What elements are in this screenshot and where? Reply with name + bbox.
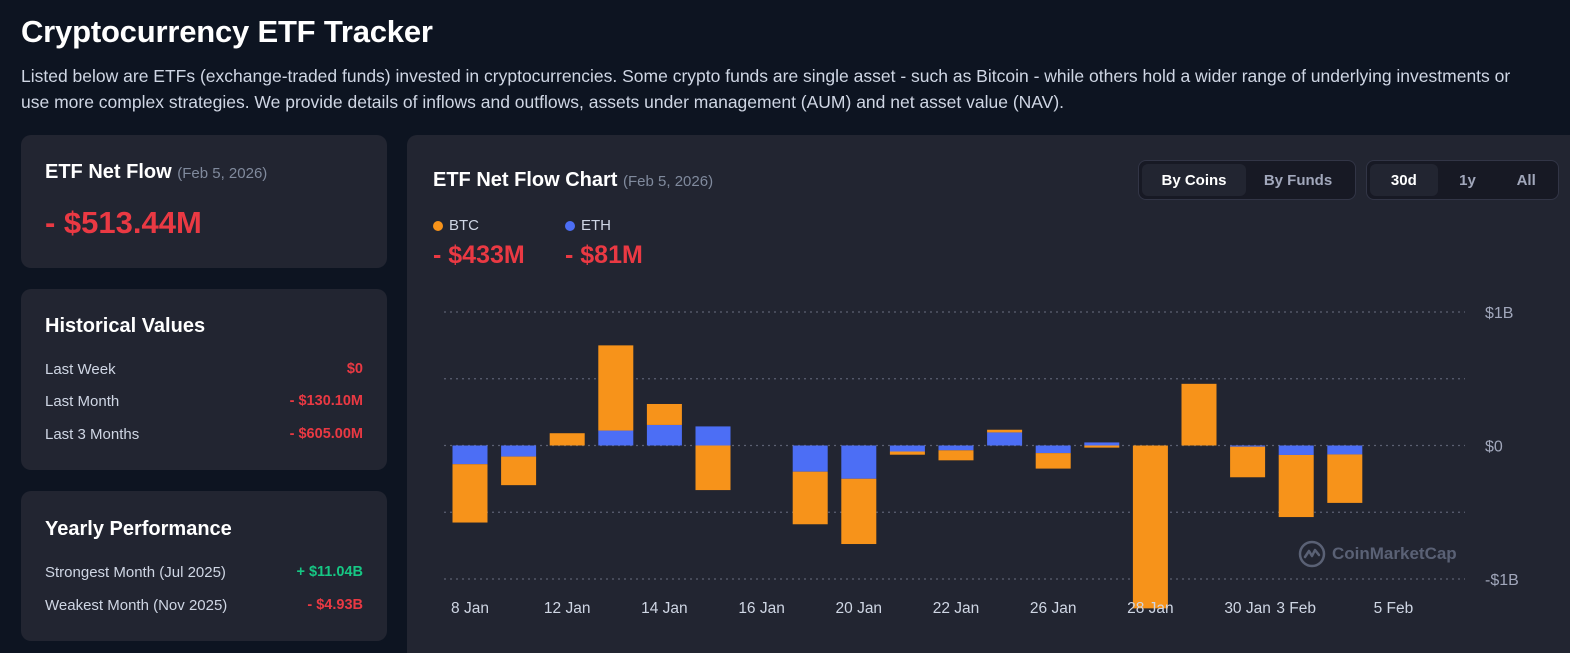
row-value: $0 bbox=[346, 361, 363, 377]
range-all-button[interactable]: All bbox=[1516, 171, 1536, 189]
range-toggle: 30d 1y All bbox=[1366, 160, 1559, 200]
x-tick-label: 14 Jan bbox=[641, 600, 688, 617]
eth-dot-icon bbox=[565, 220, 575, 231]
view-toggle: By Coins By Funds bbox=[1138, 160, 1356, 200]
x-tick-label: 8 Jan bbox=[451, 600, 489, 617]
eth-bar bbox=[1230, 445, 1266, 447]
eth-bar bbox=[987, 432, 1023, 446]
btc-bar bbox=[889, 451, 925, 455]
eth-bar bbox=[1035, 445, 1071, 454]
x-tick-label: 12 Jan bbox=[544, 600, 591, 617]
x-tick-label: 5 Feb bbox=[1374, 600, 1414, 617]
btc-bar bbox=[549, 433, 585, 446]
x-tick-label: 28 Jan bbox=[1127, 600, 1174, 617]
yearly-row-strongest: Strongest Month (Jul 2025) + $11.04B bbox=[45, 564, 363, 581]
btc-bar bbox=[841, 478, 877, 545]
x-tick-label: 26 Jan bbox=[1030, 600, 1077, 617]
page-description: Listed below are ETFs (exchange-traded f… bbox=[21, 66, 1511, 112]
btc-bar bbox=[1230, 446, 1266, 478]
btc-bar bbox=[695, 445, 731, 491]
btc-bar bbox=[1278, 454, 1314, 518]
btc-bar bbox=[1084, 445, 1120, 448]
yearly-performance-card: Yearly Performance Strongest Month (Jul … bbox=[21, 491, 387, 641]
row-label: Last Month bbox=[45, 393, 120, 410]
btc-bar bbox=[452, 464, 488, 523]
row-value: - $130.10M bbox=[289, 393, 363, 409]
watermark: CoinMarketCap bbox=[1298, 540, 1457, 568]
eth-bar bbox=[598, 430, 634, 446]
historical-title: Historical Values bbox=[45, 315, 206, 337]
btc-bar bbox=[598, 345, 634, 431]
row-label: Strongest Month (Jul 2025) bbox=[45, 564, 226, 581]
btc-bar bbox=[1327, 454, 1363, 503]
historical-values-card: Historical Values Last Week $0 Last Mont… bbox=[21, 289, 387, 470]
x-tick-label: 30 Jan bbox=[1224, 600, 1271, 617]
eth-bar bbox=[1327, 445, 1363, 455]
eth-bar bbox=[792, 445, 828, 472]
historical-row-last-week: Last Week $0 bbox=[45, 361, 363, 378]
net-flow-value: - $513.44M bbox=[45, 205, 202, 240]
row-value: - $605.00M bbox=[289, 426, 363, 442]
chart-title: ETF Net Flow Chart bbox=[433, 169, 618, 191]
y-tick-label: -$1B bbox=[1485, 572, 1519, 589]
row-value: - $4.93B bbox=[307, 597, 363, 613]
historical-row-last-month: Last Month - $130.10M bbox=[45, 393, 363, 410]
net-flow-chart: $1B $0 -$1B 8 Jan 12 Jan 14 Jan 16 Jan 20 Jan 22… bbox=[444, 305, 1519, 617]
watermark-text: CoinMarketCap bbox=[1332, 544, 1457, 563]
x-tick-label: 20 Jan bbox=[836, 600, 883, 617]
legend-eth[interactable]: ETH bbox=[565, 217, 611, 234]
y-tick-label: $1B bbox=[1485, 305, 1513, 322]
coinmarketcap-logo-icon bbox=[1298, 540, 1326, 568]
btc-bar bbox=[1035, 453, 1071, 469]
legend-eth-label: ETH bbox=[581, 217, 611, 234]
btc-bar bbox=[987, 429, 1023, 433]
by-funds-button[interactable]: By Funds bbox=[1263, 171, 1333, 189]
legend-btc-value: - $433M bbox=[433, 241, 525, 269]
x-tick-label: 3 Feb bbox=[1276, 600, 1316, 617]
btc-bar bbox=[501, 456, 537, 486]
btc-bar bbox=[1181, 383, 1217, 446]
row-label: Weakest Month (Nov 2025) bbox=[45, 597, 228, 614]
btc-bar bbox=[1132, 445, 1168, 609]
net-flow-date: (Feb 5, 2026) bbox=[177, 165, 268, 182]
net-flow-title: ETF Net Flow bbox=[45, 161, 172, 183]
legend-eth-value: - $81M bbox=[565, 241, 643, 269]
btc-bar bbox=[646, 403, 682, 425]
net-flow-card: ETF Net Flow (Feb 5, 2026) - $513.44M bbox=[21, 135, 387, 268]
range-1y-button[interactable]: 1y bbox=[1459, 171, 1476, 189]
eth-bar bbox=[841, 445, 877, 479]
range-30d-button[interactable]: 30d bbox=[1370, 164, 1438, 196]
eth-bar bbox=[889, 445, 925, 452]
row-value: + $11.04B bbox=[296, 564, 363, 580]
eth-bar bbox=[695, 426, 731, 446]
historical-row-last-3-months: Last 3 Months - $605.00M bbox=[45, 426, 363, 443]
net-flow-chart-card: ETF Net Flow Chart (Feb 5, 2026) By Coin… bbox=[407, 135, 1570, 653]
by-coins-button[interactable]: By Coins bbox=[1142, 164, 1246, 196]
btc-bar bbox=[938, 450, 974, 461]
yearly-title: Yearly Performance bbox=[45, 518, 232, 540]
eth-bar bbox=[646, 424, 682, 446]
chart-date: (Feb 5, 2026) bbox=[623, 173, 714, 190]
eth-bar bbox=[938, 445, 974, 451]
row-label: Last Week bbox=[45, 361, 116, 378]
y-tick-label: $0 bbox=[1485, 439, 1503, 456]
yearly-row-weakest: Weakest Month (Nov 2025) - $4.93B bbox=[45, 597, 363, 614]
btc-bar bbox=[792, 471, 828, 525]
net-flow-title-wrap: ETF Net Flow (Feb 5, 2026) bbox=[45, 161, 267, 184]
legend-btc[interactable]: BTC bbox=[433, 217, 479, 234]
page-title: Cryptocurrency ETF Tracker bbox=[21, 14, 433, 49]
x-tick-label: 22 Jan bbox=[933, 600, 980, 617]
eth-bar bbox=[501, 445, 537, 457]
legend-btc-label: BTC bbox=[449, 217, 479, 234]
eth-bar bbox=[1278, 445, 1314, 455]
chart-title-wrap: ETF Net Flow Chart (Feb 5, 2026) bbox=[433, 169, 713, 192]
eth-bar bbox=[452, 445, 488, 465]
eth-bar bbox=[1084, 442, 1120, 446]
btc-dot-icon bbox=[433, 220, 443, 231]
row-label: Last 3 Months bbox=[45, 426, 140, 443]
x-tick-label: 16 Jan bbox=[738, 600, 785, 617]
